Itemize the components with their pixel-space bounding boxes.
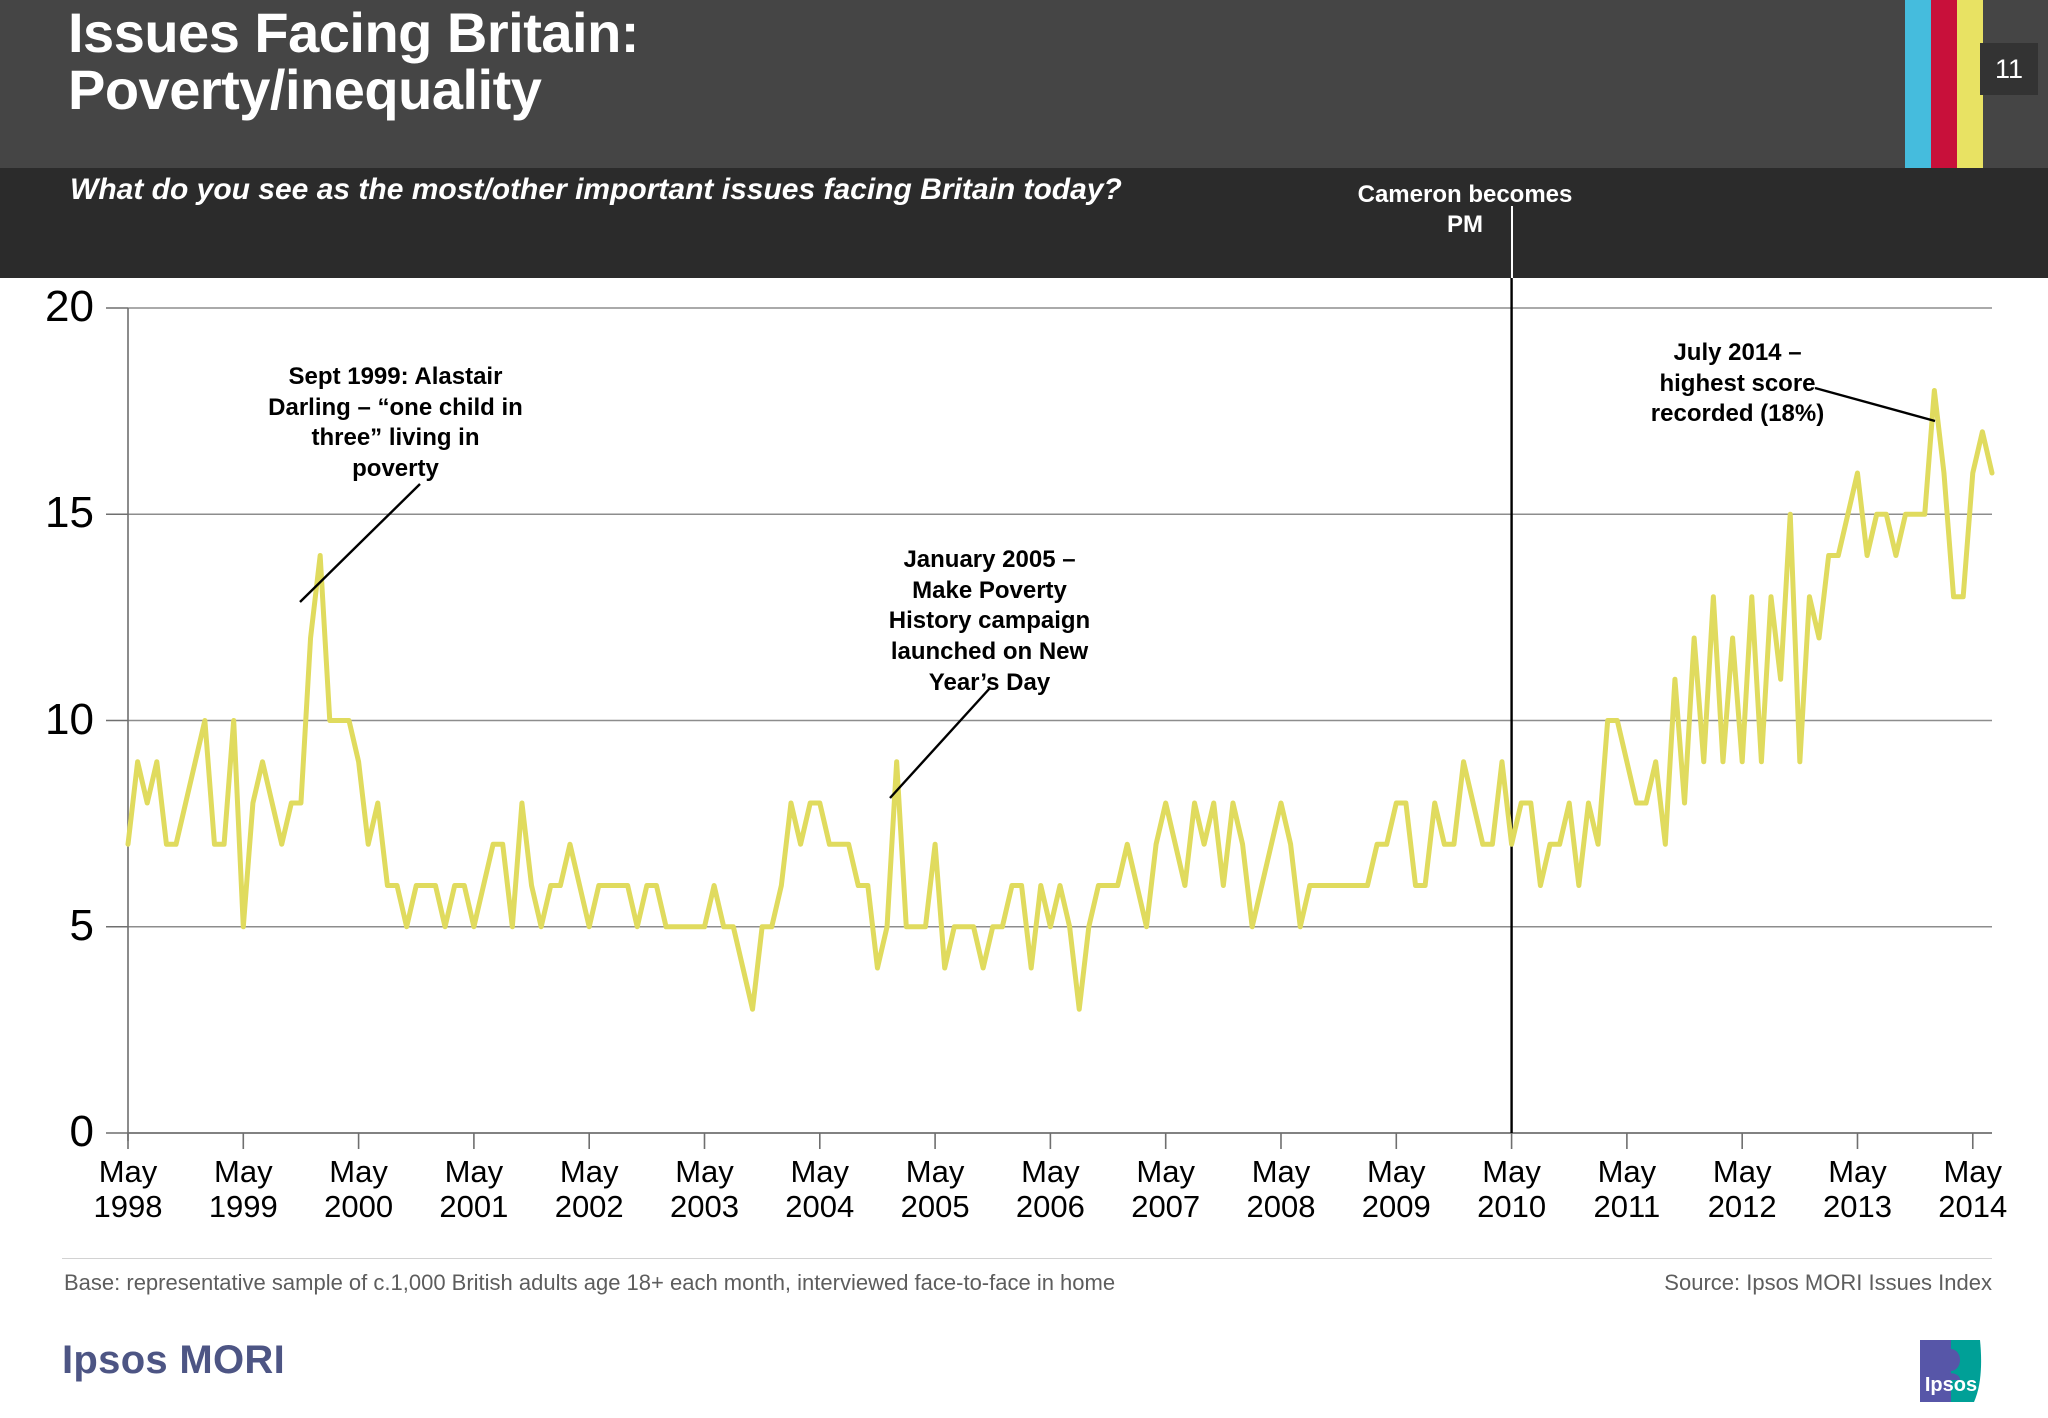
x-tick-label-month: May xyxy=(790,1154,850,1189)
leader-line-make-poverty-history xyxy=(889,687,991,799)
x-tick-label-year: 2005 xyxy=(900,1188,970,1224)
x-tick-label-year: 2013 xyxy=(1823,1188,1892,1224)
x-tick-label: May 2000 xyxy=(299,1154,419,1224)
x-tick-label-month: May xyxy=(1943,1154,2003,1189)
annotation-july-2014: July 2014 – highest score recorded (18%) xyxy=(1650,339,1825,428)
base-note: Base: representative sample of c.1,000 B… xyxy=(64,1270,1116,1295)
x-tick-label: May 2009 xyxy=(1336,1154,1456,1224)
x-tick-label-month: May xyxy=(214,1154,273,1189)
x-tick-label: May 2013 xyxy=(1797,1154,1917,1224)
x-tick-label: May 2001 xyxy=(414,1154,534,1224)
page-title-line-2: Poverty/inequality xyxy=(68,58,542,122)
x-tick-label: May 2002 xyxy=(529,1154,649,1224)
x-tick-label-year: 1999 xyxy=(208,1188,278,1224)
y-tick-label: 0 xyxy=(69,1107,94,1156)
header-band xyxy=(0,0,2048,168)
x-tick-label: May 2011 xyxy=(1567,1154,1687,1224)
page-title: Issues Facing Britain: Poverty/inequalit… xyxy=(68,4,639,118)
ipsos-logo-icon: Ipsos xyxy=(1918,1338,1984,1404)
x-tick-label-month: May xyxy=(1136,1154,1195,1189)
x-tick-label-month: May xyxy=(559,1154,619,1189)
x-tick-label: May 2007 xyxy=(1106,1154,1226,1224)
x-tick-label-year: 2007 xyxy=(1131,1188,1201,1224)
event-marker-label-line-2: PM xyxy=(1447,211,1483,239)
y-tick-label: 15 xyxy=(45,488,94,538)
x-tick-label-month: May xyxy=(1482,1154,1541,1189)
survey-question: What do you see as the most/other import… xyxy=(70,173,1122,206)
x-tick-label-month: May xyxy=(1251,1154,1311,1189)
x-tick-label-month: May xyxy=(1021,1154,1080,1189)
x-tick-label-year: 1998 xyxy=(93,1188,163,1224)
x-tick-label-year: 2001 xyxy=(439,1188,509,1224)
y-tick-label: 5 xyxy=(69,900,94,950)
source-note: Source: Ipsos MORI Issues Index xyxy=(1664,1270,1992,1295)
ipsos-logo-text: Ipsos xyxy=(1924,1374,1978,1396)
x-tick-label-year: 2009 xyxy=(1361,1188,1431,1224)
x-tick-label-month: May xyxy=(1366,1154,1426,1189)
x-tick-label: May 1998 xyxy=(68,1154,188,1224)
x-tick-label-year: 2004 xyxy=(785,1188,855,1224)
event-marker-label-line-1: Cameron becomes xyxy=(1357,181,1573,208)
annotation-darling: Sept 1999: Alastair Darling – “one child… xyxy=(268,363,523,483)
x-tick-label-month: May xyxy=(1828,1154,1887,1189)
slide-number-badge: 11 xyxy=(1980,43,2038,95)
leader-line-july-2014 xyxy=(1814,386,1936,423)
x-tick-label-month: May xyxy=(1597,1154,1657,1189)
line-chart xyxy=(106,278,1995,1149)
x-tick-label: May 2003 xyxy=(644,1154,764,1224)
footer-divider xyxy=(62,1258,1992,1259)
y-tick-label: 10 xyxy=(45,694,94,744)
x-tick-label: May 2005 xyxy=(875,1154,995,1224)
x-tick-label: May 2006 xyxy=(990,1154,1110,1224)
x-tick-label: May 2004 xyxy=(760,1154,880,1224)
subhead-band xyxy=(0,168,2048,278)
x-tick-label-year: 2014 xyxy=(1938,1188,2008,1224)
x-tick-label: May 2012 xyxy=(1682,1154,1802,1224)
x-tick-label-month: May xyxy=(444,1154,504,1189)
ipsos-logo-svg xyxy=(1920,1340,1982,1402)
x-tick-label: May 2014 xyxy=(1913,1154,2033,1224)
accent-bar-cyan xyxy=(1905,0,1931,168)
x-tick-label: May 2008 xyxy=(1221,1154,1341,1224)
page-title-line-1: Issues Facing Britain: xyxy=(68,1,639,64)
x-tick-label-year: 2010 xyxy=(1477,1188,1547,1224)
leader-line-darling xyxy=(299,483,421,603)
ipsos-mori-wordmark: Ipsos MORI xyxy=(62,1338,286,1382)
brand-accent-bars xyxy=(1905,0,1985,168)
x-tick-label-year: 2003 xyxy=(670,1188,739,1224)
x-tick-label-year: 2006 xyxy=(1015,1188,1085,1224)
event-marker-line-upper xyxy=(1510,206,1513,278)
annotation-make-poverty-history: January 2005 – Make Poverty History camp… xyxy=(888,546,1091,696)
x-tick-label-year: 2012 xyxy=(1707,1188,1777,1224)
x-tick-label-month: May xyxy=(98,1154,158,1189)
x-tick-label: May 1999 xyxy=(183,1154,303,1224)
data-series-line xyxy=(125,388,1995,1012)
accent-bar-yellow xyxy=(1957,0,1983,168)
accent-bar-red xyxy=(1931,0,1957,168)
x-tick-label: May 2010 xyxy=(1452,1154,1572,1224)
x-tick-label-year: 2002 xyxy=(554,1188,624,1224)
x-tick-label-year: 2008 xyxy=(1246,1188,1316,1224)
x-tick-label-month: May xyxy=(1712,1154,1772,1189)
x-tick-label-month: May xyxy=(675,1154,734,1189)
event-marker-label: Cameron becomes PM xyxy=(1330,180,1600,240)
x-tick-label-month: May xyxy=(905,1154,965,1189)
x-tick-label-year: 2000 xyxy=(324,1188,394,1224)
x-tick-label-month: May xyxy=(329,1154,388,1189)
x-tick-label-year: 2011 xyxy=(1593,1188,1661,1224)
chart-plot-area xyxy=(0,278,2048,1158)
y-tick-label: 20 xyxy=(45,282,94,331)
